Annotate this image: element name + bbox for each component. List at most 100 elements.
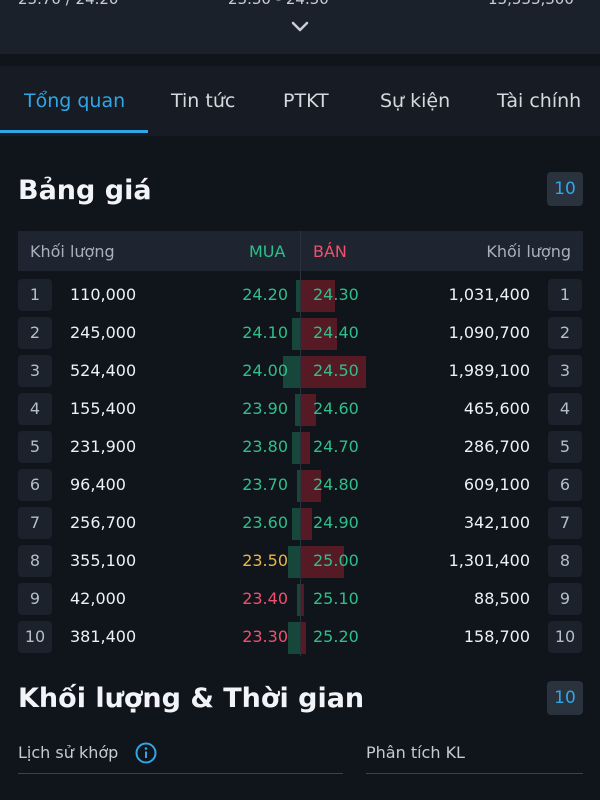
orderbook-row[interactable]: 10 381,400 23.30 25.20 158,700 10	[0, 619, 600, 657]
match-history-tab[interactable]: Lịch sử khớp	[18, 743, 119, 762]
match-history-underline	[18, 773, 343, 774]
bid-volume-bar	[288, 546, 300, 578]
orderbook-title: Bảng giá	[18, 175, 152, 206]
orderbook-row[interactable]: 8 355,100 23.50 25.00 1,301,400 8	[0, 543, 600, 581]
chevron-down-icon[interactable]	[288, 14, 312, 38]
ask-volume: 465,600	[463, 399, 530, 418]
bid-volume: 110,000	[70, 285, 137, 304]
bid-volume-bar	[297, 584, 300, 616]
ask-price[interactable]: 25.20	[313, 627, 359, 646]
ask-level-index: 10	[548, 621, 582, 653]
bid-price[interactable]: 23.90	[242, 399, 288, 418]
summary-center-value: 23.30 - 24.50	[228, 0, 329, 8]
ask-price[interactable]: 25.10	[313, 589, 359, 608]
ask-volume: 609,100	[463, 475, 530, 494]
bid-price[interactable]: 23.70	[242, 475, 288, 494]
ask-price[interactable]: 24.70	[313, 437, 359, 456]
orderbook-row[interactable]: 6 96,400 23.70 24.80 609,100 6	[0, 467, 600, 505]
bid-volume: 381,400	[70, 627, 137, 646]
bid-volume: 42,000	[70, 589, 126, 608]
summary-right-value: 13,533,300	[488, 0, 574, 8]
tab-events[interactable]: Sự kiện	[380, 90, 451, 112]
bid-price[interactable]: 23.40	[242, 589, 288, 608]
ask-level-index: 2	[548, 317, 582, 349]
bid-price[interactable]: 23.50	[242, 551, 288, 570]
bid-level-index: 1	[18, 279, 52, 311]
orderbook-row[interactable]: 7 256,700 23.60 24.90 342,100 7	[0, 505, 600, 543]
ask-price[interactable]: 24.80	[313, 475, 359, 494]
bid-volume: 231,900	[70, 437, 137, 456]
bid-volume: 524,400	[70, 361, 137, 380]
orderbook-row[interactable]: 1 110,000 24.20 24.30 1,031,400 1	[0, 277, 600, 315]
bid-price[interactable]: 23.30	[242, 627, 288, 646]
volume-time-depth-button[interactable]: 10	[547, 681, 583, 715]
ask-volume: 158,700	[463, 627, 530, 646]
orderbook-depth-button[interactable]: 10	[547, 172, 583, 206]
ask-level-index: 8	[548, 545, 582, 577]
ask-volume-bar	[301, 622, 306, 654]
bid-level-index: 4	[18, 393, 52, 425]
volume-analysis-underline	[366, 773, 583, 774]
tab-overview[interactable]: Tổng quan	[24, 90, 126, 112]
orderbook-row[interactable]: 2 245,000 24.10 24.40 1,090,700 2	[0, 315, 600, 353]
bid-volume-bar	[297, 470, 300, 502]
bid-volume-bar	[295, 394, 300, 426]
ask-level-index: 7	[548, 507, 582, 539]
bid-volume-bar	[288, 622, 300, 654]
bid-volume: 355,100	[70, 551, 137, 570]
volume-analysis-tab[interactable]: Phân tích KL	[366, 743, 465, 762]
ask-price[interactable]: 24.90	[313, 513, 359, 532]
bid-level-index: 9	[18, 583, 52, 615]
orderbook-row[interactable]: 3 524,400 24.00 24.50 1,989,100 3	[0, 353, 600, 391]
orderbook-row[interactable]: 4 155,400 23.90 24.60 465,600 4	[0, 391, 600, 429]
bid-level-index: 6	[18, 469, 52, 501]
ask-price[interactable]: 24.60	[313, 399, 359, 418]
tab-financials[interactable]: Tài chính	[497, 90, 582, 112]
bid-volume: 155,400	[70, 399, 137, 418]
ask-volume-bar	[301, 508, 312, 540]
ask-price[interactable]: 25.00	[313, 551, 359, 570]
bid-level-index: 5	[18, 431, 52, 463]
ask-volume: 342,100	[463, 513, 530, 532]
volume-time-title: Khối lượng & Thời gian	[18, 683, 365, 714]
info-icon[interactable]	[135, 742, 157, 764]
bid-level-index: 8	[18, 545, 52, 577]
summary-left-value: 23.70 / 24.20	[18, 0, 118, 8]
bid-price[interactable]: 23.60	[242, 513, 288, 532]
bid-volume-bar	[296, 280, 300, 312]
tab-news[interactable]: Tin tức	[171, 90, 236, 112]
ask-level-index: 6	[548, 469, 582, 501]
orderbook-row[interactable]: 5 231,900 23.80 24.70 286,700 5	[0, 429, 600, 467]
ask-volume-bar	[301, 356, 366, 388]
bid-volume: 256,700	[70, 513, 137, 532]
ask-volume: 1,090,700	[448, 323, 530, 342]
bid-price[interactable]: 24.20	[242, 285, 288, 304]
bid-level-index: 7	[18, 507, 52, 539]
ask-price[interactable]: 24.40	[313, 323, 359, 342]
bid-price[interactable]: 24.00	[242, 361, 288, 380]
ask-volume: 1,989,100	[448, 361, 530, 380]
ask-volume-bar	[301, 432, 310, 464]
tab-technical-analysis[interactable]: PTKT	[283, 90, 329, 112]
ask-price[interactable]: 24.50	[313, 361, 359, 380]
ask-level-index: 5	[548, 431, 582, 463]
ask-volume: 286,700	[463, 437, 530, 456]
bid-volume: 245,000	[70, 323, 137, 342]
bid-volume-bar	[292, 508, 300, 540]
ask-volume: 1,301,400	[448, 551, 530, 570]
bid-volume: 96,400	[70, 475, 126, 494]
ask-level-index: 9	[548, 583, 582, 615]
ask-volume-bar	[301, 394, 316, 426]
tab-bar: Tổng quan Tin tức PTKT Sự kiện Tài chính	[0, 66, 600, 136]
bid-price[interactable]: 24.10	[242, 323, 288, 342]
buy-header: MUA	[249, 242, 286, 261]
ask-volume: 88,500	[474, 589, 530, 608]
ask-volume-bar	[301, 584, 304, 616]
bid-price[interactable]: 23.80	[242, 437, 288, 456]
ask-volume-bar	[301, 546, 344, 578]
ask-level-index: 4	[548, 393, 582, 425]
ask-price[interactable]: 24.30	[313, 285, 359, 304]
orderbook-row[interactable]: 9 42,000 23.40 25.10 88,500 9	[0, 581, 600, 619]
bid-volume-bar	[283, 356, 300, 388]
bid-level-index: 3	[18, 355, 52, 387]
